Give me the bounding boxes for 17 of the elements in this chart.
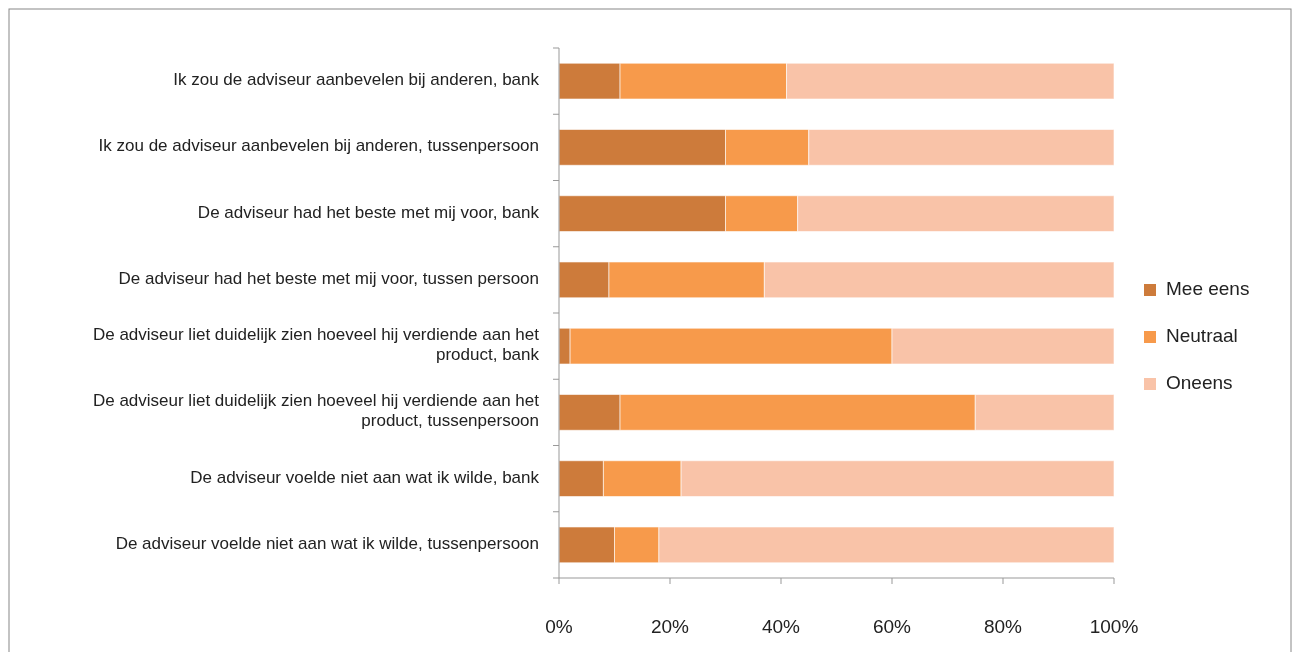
x-tick-label: 100% (1089, 616, 1139, 637)
x-tick-label: 40% (761, 616, 801, 637)
legend-label: Oneens (1166, 372, 1233, 394)
x-tick-label: 20% (650, 616, 690, 637)
y-tick-label: Ik zou de adviseur aanbevelen bij anderen, tussenpersoon (98, 136, 539, 156)
x-tick-label: 60% (872, 616, 912, 637)
y-tick-label: De adviseur had het beste met mij voor, tussen persoon (118, 269, 539, 289)
x-tick-label: 0% (545, 616, 573, 637)
y-tick-label: De adviseur voelde niet aan wat ik wilde, tussenpersoon (115, 534, 539, 554)
legend-label: Neutraal (1166, 325, 1238, 347)
legend-label: Mee eens (1166, 278, 1250, 300)
x-tick-label: 80% (983, 616, 1023, 637)
y-tick-label: De adviseur voelde niet aan wat ik wilde, bank (190, 468, 540, 488)
y-tick-label: De adviseur liet duidelijk zien hoeveel hij verdiende aan het product, bank (92, 325, 540, 365)
y-tick-label: Ik zou de adviseur aanbevelen bij anderen, bank (173, 70, 540, 90)
y-tick-label: De adviseur had het beste met mij voor, bank (197, 203, 540, 223)
y-tick-label: De adviseur liet duidelijk zien hoeveel hij verdiende aan het product, tussenpersoon (92, 391, 540, 431)
